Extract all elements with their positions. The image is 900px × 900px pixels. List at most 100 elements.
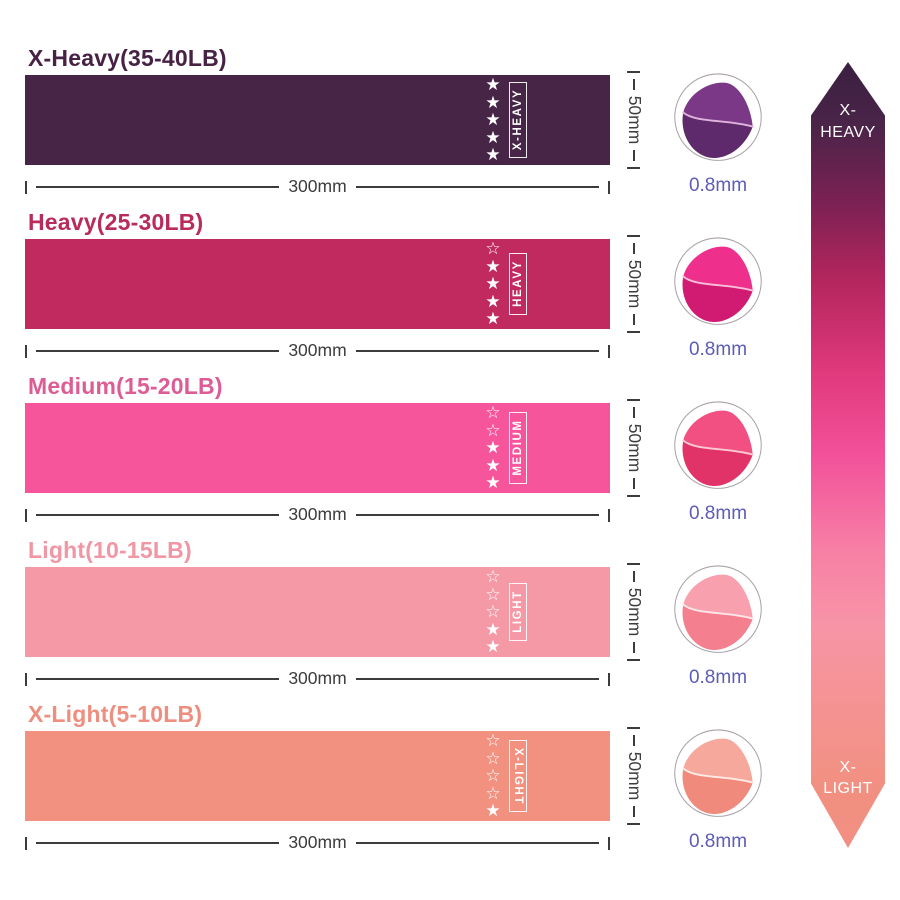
band-swatch: ☆ ☆ ☆ ☆ ★ X-LIGHT: [25, 731, 610, 821]
dimension-tick: [627, 495, 641, 497]
dimension-tick: [627, 823, 641, 825]
band-fold-seam: [682, 767, 754, 784]
band-strength-label: X-HEAVY: [508, 78, 528, 162]
height-dimension: 50mm: [624, 399, 645, 497]
band-title: X-Light(5-10LB): [28, 701, 203, 727]
band-row-x-light: X-Light(5-10LB) ☆ ☆ ☆ ☆ ★ X-LIGHT 300mm 50mm: [0, 701, 810, 865]
dimension-line: [36, 514, 280, 516]
dimension-tick: [608, 180, 611, 194]
dimension-line: [633, 243, 635, 254]
star-icon: ★: [485, 619, 501, 639]
folded-band-illustration: [674, 401, 762, 489]
band-swatch: ☆ ★ ★ ★ ★ HEAVY: [25, 239, 610, 329]
thickness-photo: [671, 729, 765, 823]
star-icon: ★: [485, 801, 501, 821]
dimension-line: [36, 186, 280, 188]
dimension-tick: [25, 672, 27, 686]
dimension-line: [355, 842, 600, 844]
dimension-tick: [25, 508, 27, 522]
thickness-value: 0.8mm: [688, 175, 748, 196]
dimension-tick: [25, 344, 27, 358]
dimension-line: [633, 642, 635, 653]
band-title: Light(10-15LB): [28, 537, 192, 563]
scale-top-label: X-HEAVY: [820, 102, 876, 141]
dimension-tick: [25, 836, 27, 850]
thickness-photo: [671, 237, 765, 331]
star-icon: ☆: [485, 766, 501, 786]
band-title: Heavy(25-30LB): [28, 209, 204, 235]
star-icon: ☆: [485, 584, 501, 604]
dimension-tick: [627, 563, 641, 565]
star-icon: ★: [485, 145, 501, 165]
band-strength-label: HEAVY: [508, 242, 528, 326]
band-strength-label-text: LIGHT: [509, 583, 527, 641]
folded-band-illustration: [674, 565, 762, 653]
band-row-medium: Medium(15-20LB) ☆ ☆ ★ ★ ★ MEDIUM 300mm 50mm: [0, 373, 810, 537]
dimension-tick: [608, 672, 611, 686]
band-strength-label-text: X-HEAVY: [509, 81, 527, 159]
dimension-tick: [608, 836, 611, 850]
band-row-heavy: Heavy(25-30LB) ☆ ★ ★ ★ ★ HEAVY 300mm 50mm: [0, 209, 810, 373]
thickness-value: 0.8mm: [688, 503, 748, 524]
width-value: 300mm: [288, 504, 347, 525]
star-icon: ★: [485, 256, 501, 276]
star-rating: ☆ ☆ ★ ★ ★: [483, 404, 503, 492]
height-value: 50mm: [624, 587, 645, 637]
band-fold-face: [683, 574, 753, 619]
dimension-line: [36, 678, 280, 680]
strength-scale-gradient: X-HEAVY X-LIGHT: [811, 62, 885, 848]
star-icon: ☆: [485, 567, 501, 587]
height-dimension: 50mm: [624, 563, 645, 661]
band-row-light: Light(10-15LB) ☆ ☆ ☆ ★ ★ LIGHT 300mm 50mm: [0, 537, 810, 701]
dimension-line: [633, 571, 635, 582]
dimension-line: [355, 514, 600, 516]
scale-bottom-label: X-LIGHT: [823, 758, 873, 798]
thickness-photo: [671, 73, 765, 167]
band-fold-face: [683, 738, 753, 783]
star-icon: ★: [485, 92, 501, 112]
thickness-value: 0.8mm: [688, 831, 748, 852]
star-icon: ☆: [485, 239, 501, 259]
band-row-x-heavy: X-Heavy(35-40LB) ★ ★ ★ ★ ★ X-HEAVY 300mm 50m…: [0, 45, 810, 209]
star-icon: ★: [485, 455, 501, 475]
dimension-line: [36, 350, 280, 352]
dimension-line: [355, 350, 600, 352]
band-title: X-Heavy(35-40LB): [28, 45, 227, 71]
width-value: 300mm: [288, 340, 347, 361]
height-value: 50mm: [624, 95, 645, 145]
star-rating: ☆ ★ ★ ★ ★: [483, 240, 503, 328]
band-swatch: ☆ ☆ ★ ★ ★ MEDIUM: [25, 403, 610, 493]
dimension-line: [355, 678, 600, 680]
band-strength-label-text: HEAVY: [509, 253, 527, 315]
band-fold-face: [683, 246, 753, 291]
band-swatch: ★ ★ ★ ★ ★ X-HEAVY: [25, 75, 610, 165]
band-fold-face: [683, 82, 753, 127]
band-title: Medium(15-20LB): [28, 373, 223, 399]
dimension-tick: [627, 167, 641, 169]
band-swatch: ☆ ☆ ☆ ★ ★ LIGHT: [25, 567, 610, 657]
dimension-tick: [627, 399, 641, 401]
star-icon: ★: [485, 309, 501, 329]
height-value: 50mm: [624, 423, 645, 473]
width-value: 300mm: [288, 176, 347, 197]
star-icon: ☆: [485, 783, 501, 803]
band-fold-seam: [682, 275, 754, 292]
star-icon: ★: [485, 110, 501, 130]
dimension-line: [633, 478, 635, 489]
star-rating: ☆ ☆ ☆ ★ ★: [483, 568, 503, 656]
folded-band-illustration: [674, 237, 762, 325]
thickness-photo: [671, 565, 765, 659]
width-dimension: 300mm: [25, 669, 611, 689]
thickness-value: 0.8mm: [688, 667, 748, 688]
star-rating: ☆ ☆ ☆ ☆ ★: [483, 732, 503, 820]
height-value: 50mm: [624, 751, 645, 801]
band-fold-seam: [682, 111, 754, 128]
dimension-line: [633, 806, 635, 817]
dimension-tick: [627, 727, 641, 729]
band-strength-label-text: X-LIGHT: [509, 739, 527, 813]
star-rating: ★ ★ ★ ★ ★: [483, 76, 503, 164]
star-icon: ★: [485, 291, 501, 311]
dimension-tick: [627, 235, 641, 237]
